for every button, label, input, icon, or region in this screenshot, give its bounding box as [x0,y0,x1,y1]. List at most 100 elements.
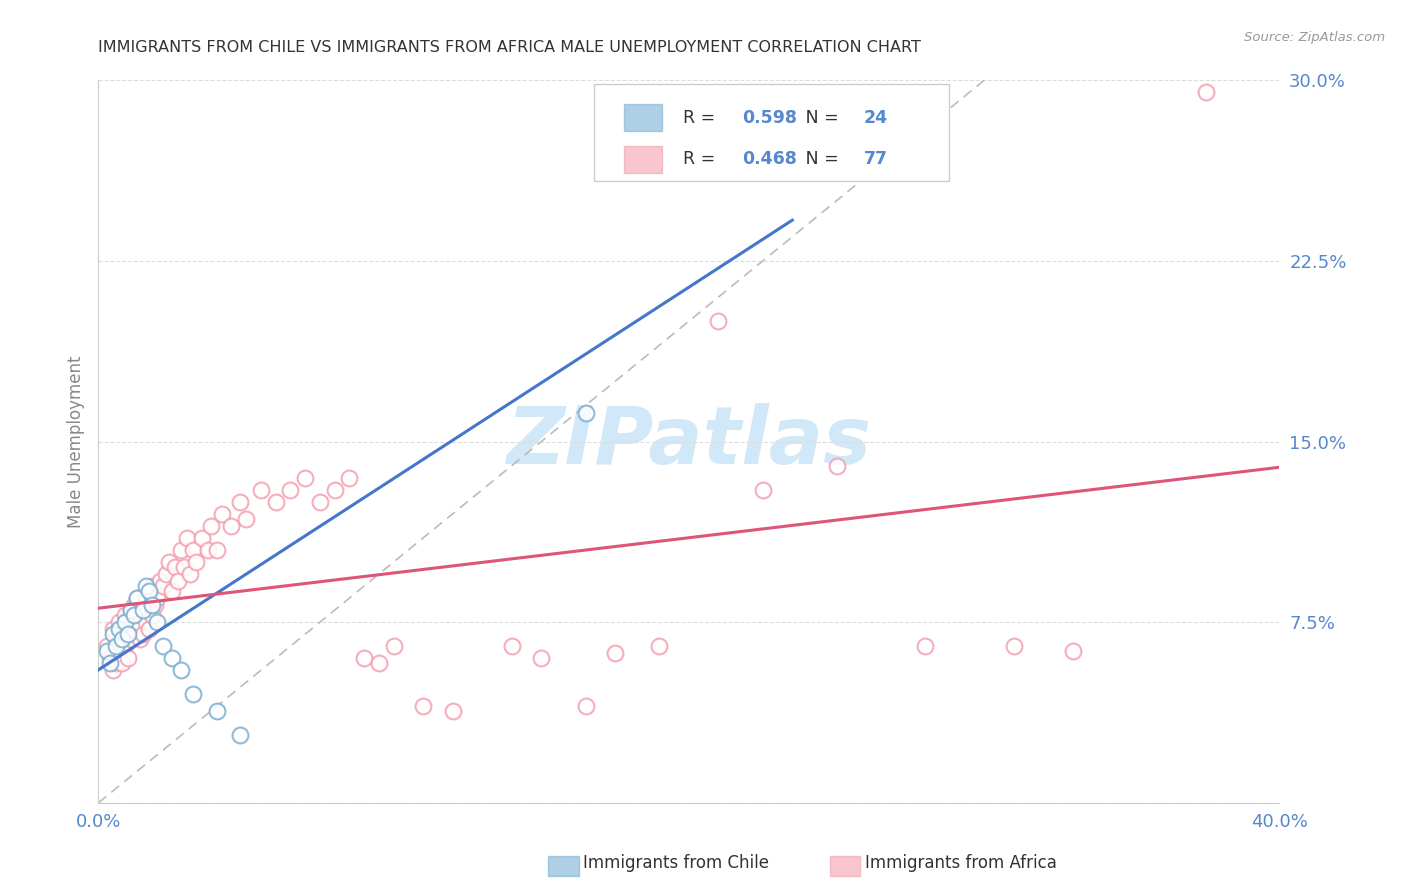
Point [108,647,131,661]
Point [167,574,190,589]
Point [138,583,160,598]
Point [752,483,775,497]
Point [179,567,201,582]
Text: 0.598: 0.598 [742,109,797,127]
Point [323,483,346,497]
Point [108,623,131,637]
Point [135,591,157,605]
Point [98,651,121,665]
Point [117,651,139,665]
Y-axis label: Male Unemployment: Male Unemployment [66,355,84,528]
Point [825,458,848,473]
Point [141,607,163,622]
Point [105,632,128,646]
Point [146,615,169,630]
Point [173,559,195,574]
Point [149,574,172,589]
Point [141,599,163,613]
Point [176,531,198,545]
Text: IMMIGRANTS FROM CHILE VS IMMIGRANTS FROM AFRICA MALE UNEMPLOYMENT CORRELATION CH: IMMIGRANTS FROM CHILE VS IMMIGRANTS FROM… [98,40,921,55]
Point [501,639,523,653]
Bar [624,104,662,131]
Point [114,639,136,653]
Point [165,559,187,574]
Point [264,494,287,508]
Point [135,579,157,593]
Point [111,656,134,670]
Point [117,623,139,637]
Point [122,599,145,613]
Point [191,531,214,545]
Point [162,651,183,665]
Point [125,615,148,630]
Point [135,615,157,630]
Point [103,627,125,641]
Point [1195,85,1218,99]
Point [132,627,155,641]
Point [914,639,936,653]
Point [103,664,125,678]
Point [200,518,222,533]
Point [197,542,219,557]
Point [250,483,273,497]
Point [122,623,145,637]
Point [122,607,145,622]
Point [181,542,204,557]
FancyBboxPatch shape [595,84,949,181]
Point [205,704,228,718]
Point [412,699,434,714]
Point [1062,644,1084,658]
Point [382,639,405,653]
Point [105,639,128,653]
Point [339,470,361,484]
Point [368,656,391,670]
Point [125,591,148,605]
Point [294,470,316,484]
Text: 24: 24 [863,109,887,127]
Point [575,699,598,714]
Point [575,406,598,420]
Bar [624,145,662,173]
Point [96,639,118,653]
Point [170,664,193,678]
Text: 77: 77 [863,150,887,169]
Point [152,639,174,653]
Point [221,518,243,533]
Text: 0.468: 0.468 [742,150,797,169]
Point [98,656,121,670]
Point [132,603,155,617]
Text: Immigrants from Chile: Immigrants from Chile [583,855,769,872]
Point [128,607,150,622]
Point [181,687,204,701]
Point [155,567,177,582]
Point [170,542,193,557]
Point [143,599,166,613]
Point [707,314,730,328]
Point [108,615,131,630]
Point [117,627,139,641]
Point [205,542,228,557]
Text: R =: R = [683,150,721,169]
Point [120,603,142,617]
Point [141,579,163,593]
Point [605,647,627,661]
Point [111,632,134,646]
Point [353,651,375,665]
Point [111,627,134,641]
Point [211,507,233,521]
Point [132,603,155,617]
Point [235,511,257,525]
Point [114,607,136,622]
Point [125,591,148,605]
Text: Source: ZipAtlas.com: Source: ZipAtlas.com [1244,31,1385,45]
Text: R =: R = [683,109,721,127]
Point [146,591,169,605]
Text: N =: N = [789,109,845,127]
Point [441,704,464,718]
Point [157,555,180,569]
Point [309,494,332,508]
Point [162,583,183,598]
Point [128,632,150,646]
Point [152,579,174,593]
Point [280,483,302,497]
